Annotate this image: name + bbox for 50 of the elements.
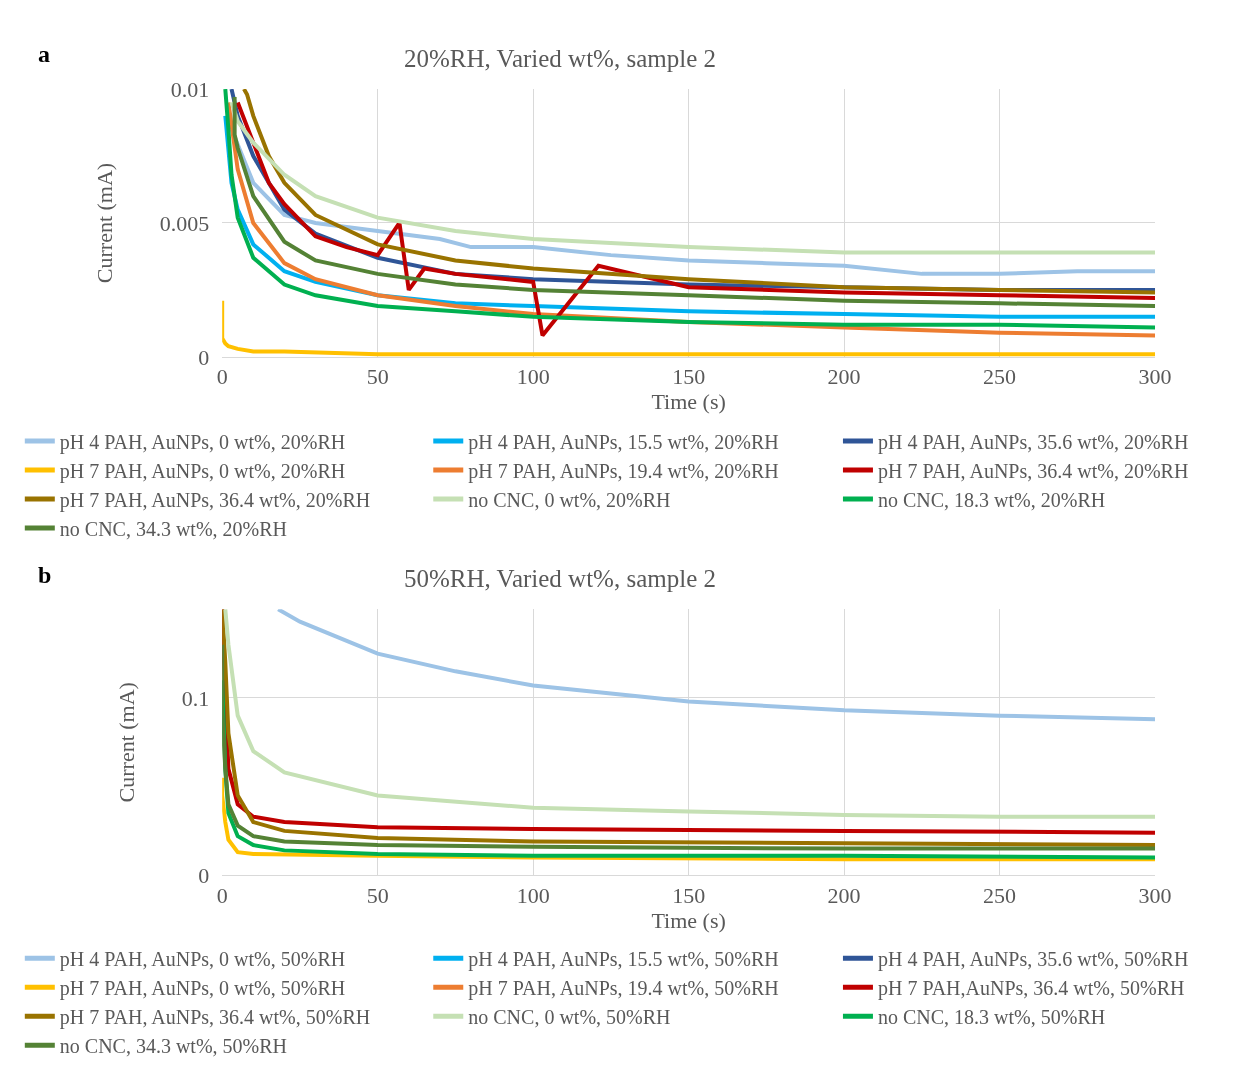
legend-label: pH 4 PAH, AuNPs, 35.6 wt%, 20%RH	[877, 430, 1189, 454]
x-tick-label: 50	[366, 882, 389, 908]
legend-label: no CNC, 0 wt%, 50%RH	[468, 1006, 671, 1029]
legend-label: pH 4 PAH, AuNPs, 35.6 wt%, 50%RH	[877, 948, 1189, 972]
x-tick-label: 0	[216, 882, 228, 908]
x-tick-label: 300	[1138, 364, 1172, 390]
legend-label: pH 7 PAH, AuNPs, 36.4 wt%, 50%RH	[59, 1006, 371, 1030]
x-axis-title: Time (s)	[651, 389, 726, 415]
line-series	[222, 298, 1156, 357]
legend-label: pH 4 PAH, AuNPs, 15.5 wt%, 20%RH	[468, 430, 779, 454]
chart-title: 20%RH, Varied wt%, sample 2	[404, 45, 716, 72]
legend-label: no CNC, 34.3 wt%, 50%RH	[59, 1035, 288, 1058]
legend-label: pH 4 PAH, AuNPs, 0 wt%, 20%RH	[59, 430, 346, 454]
line-series	[229, 100, 1156, 255]
x-tick-label: 100	[516, 882, 550, 908]
legend-label: pH 7 PAH, AuNPs, 0 wt%, 50%RH	[59, 977, 346, 1001]
chart-title: 50%RH, Varied wt%, sample 2	[404, 565, 716, 592]
text: b	[38, 562, 52, 588]
x-tick-label: 50	[366, 364, 389, 390]
text: a	[38, 41, 50, 67]
legend-label: pH 7 PAH, AuNPs, 36.4 wt%, 20%RH	[877, 459, 1189, 483]
x-tick-label: 200	[827, 364, 861, 390]
line-series	[276, 609, 1156, 722]
x-tick-label: 150	[672, 364, 706, 390]
x-tick-label: 100	[516, 364, 550, 390]
y-tick-label: 0.01	[170, 76, 210, 102]
legend-label: no CNC, 34.3 wt%, 20%RH	[59, 517, 288, 540]
legend-label: pH 4 PAH, AuNPs, 0 wt%, 50%RH	[59, 948, 346, 972]
legend-label: pH 7 PAH,AuNPs, 36.4 wt%, 50%RH	[877, 977, 1185, 1001]
y-axis-title: Current (mA)	[92, 162, 118, 284]
x-tick-label: 150	[672, 882, 706, 908]
x-tick-label: 300	[1138, 882, 1172, 908]
y-axis-title: Current (mA)	[114, 682, 140, 803]
x-axis-title: Time (s)	[651, 907, 726, 933]
legend-label: no CNC, 0 wt%, 20%RH	[468, 488, 671, 511]
y-tick-label: 0.005	[159, 210, 210, 236]
y-tick-label: 0	[198, 344, 210, 370]
legend-label: no CNC, 18.3 wt%, 20%RH	[877, 488, 1106, 511]
legend-label: pH 7 PAH, AuNPs, 0 wt%, 20%RH	[59, 459, 346, 483]
legend-label: pH 7 PAH, AuNPs, 19.4 wt%, 20%RH	[468, 459, 779, 483]
legend-label: pH 4 PAH, AuNPs, 15.5 wt%, 50%RH	[468, 948, 779, 972]
legend-label: pH 7 PAH, AuNPs, 36.4 wt%, 20%RH	[59, 488, 371, 512]
y-tick-label: 0.1	[181, 685, 210, 711]
y-tick-label: 0	[198, 862, 210, 888]
legend-label: pH 7 PAH, AuNPs, 19.4 wt%, 50%RH	[468, 977, 779, 1001]
x-tick-label: 250	[983, 364, 1017, 390]
x-tick-label: 250	[983, 882, 1017, 908]
x-tick-label: 200	[827, 882, 861, 908]
x-tick-label: 0	[216, 364, 228, 390]
legend-label: no CNC, 18.3 wt%, 50%RH	[877, 1006, 1106, 1029]
